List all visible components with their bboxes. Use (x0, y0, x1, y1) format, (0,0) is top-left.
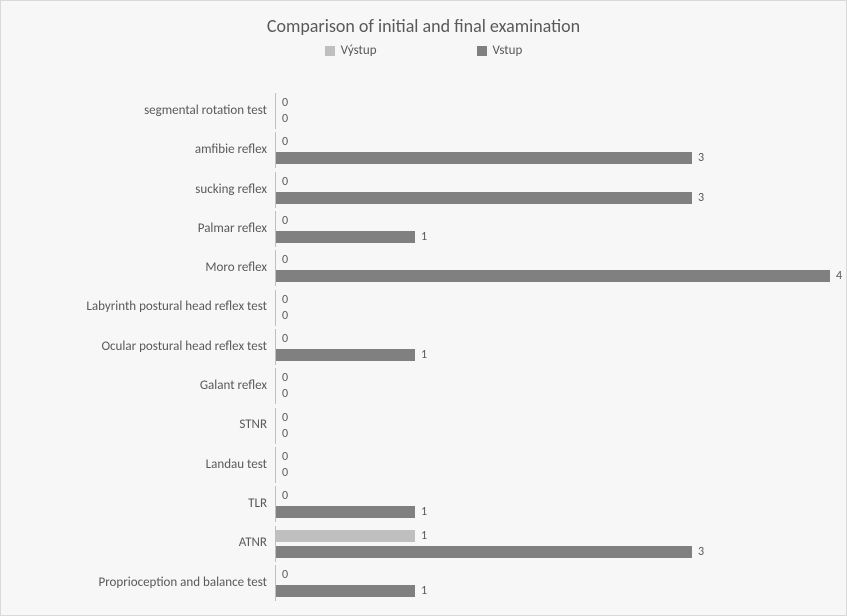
bar-group: 01 (275, 211, 830, 247)
category-row: sucking reflex03 (17, 172, 830, 208)
bar-value-label: 0 (282, 466, 288, 480)
bar-value-label: 0 (282, 387, 288, 401)
bar-value-label: 1 (421, 230, 427, 244)
category-row: amfibie reflex03 (17, 132, 830, 168)
bar-value-label: 1 (421, 348, 427, 362)
bar-value-label: 0 (282, 427, 288, 441)
bar-value-label: 0 (282, 450, 288, 464)
bar-vstup (276, 192, 692, 204)
category-row: segmental rotation test00 (17, 93, 830, 129)
bar-value-label: 1 (421, 505, 427, 519)
category-row: Galant reflex00 (17, 368, 830, 404)
bar-vstup (276, 231, 415, 243)
category-row: ATNR13 (17, 526, 830, 562)
bar-group: 13 (275, 526, 830, 562)
legend-label: Vstup (493, 43, 523, 58)
bar-value-label: 0 (282, 253, 288, 267)
bar-value-label: 0 (282, 489, 288, 503)
bar-value-label: 0 (282, 568, 288, 582)
plot-area: segmental rotation test00amfibie reflex0… (17, 93, 830, 601)
legend-swatch-vystup (325, 46, 335, 56)
category-label: Palmar reflex (17, 222, 275, 236)
bar-group: 01 (275, 486, 830, 522)
bar-group: 00 (275, 408, 830, 444)
bar-vstup (276, 506, 415, 518)
category-label: Labyrinth postural head reflex test (17, 300, 275, 314)
bar-group: 01 (275, 565, 830, 601)
legend-item-vystup: Výstup (325, 43, 377, 58)
category-label: STNR (17, 418, 275, 432)
bar-vstup (276, 152, 692, 164)
category-label: Galant reflex (17, 379, 275, 393)
bar-group: 00 (275, 447, 830, 483)
category-label: Proprioception and balance test (17, 576, 275, 590)
bar-value-label: 3 (698, 151, 704, 165)
legend-item-vstup: Vstup (477, 43, 523, 58)
bar-vystup (276, 530, 415, 542)
bar-vstup (276, 270, 830, 282)
category-row: Labyrinth postural head reflex test00 (17, 290, 830, 326)
category-label: sucking reflex (17, 183, 275, 197)
bar-group: 03 (275, 172, 830, 208)
category-row: Moro reflex04 (17, 250, 830, 286)
category-label: TLR (17, 497, 275, 511)
bar-vstup (276, 546, 692, 558)
bar-value-label: 1 (421, 584, 427, 598)
category-row: TLR01 (17, 486, 830, 522)
bar-value-label: 0 (282, 96, 288, 110)
category-row: Landau test00 (17, 447, 830, 483)
bar-value-label: 0 (282, 293, 288, 307)
category-label: Moro reflex (17, 261, 275, 275)
bar-group: 01 (275, 329, 830, 365)
bar-value-label: 3 (698, 191, 704, 205)
bar-value-label: 0 (282, 175, 288, 189)
category-row: Palmar reflex01 (17, 211, 830, 247)
bar-value-label: 1 (421, 529, 427, 543)
bar-value-label: 0 (282, 309, 288, 323)
bar-value-label: 0 (282, 135, 288, 149)
bar-group: 04 (275, 250, 830, 286)
bar-value-label: 0 (282, 411, 288, 425)
bar-value-label: 0 (282, 371, 288, 385)
category-label: Ocular postural head reflex test (17, 340, 275, 354)
category-label: Landau test (17, 458, 275, 472)
category-row: Proprioception and balance test01 (17, 565, 830, 601)
bar-value-label: 3 (698, 545, 704, 559)
bar-group: 00 (275, 368, 830, 404)
bar-vstup (276, 585, 415, 597)
category-label: ATNR (17, 536, 275, 550)
bar-group: 00 (275, 290, 830, 326)
bar-group: 03 (275, 132, 830, 168)
bar-vstup (276, 349, 415, 361)
bar-value-label: 0 (282, 214, 288, 228)
bar-value-label: 0 (282, 112, 288, 126)
category-row: Ocular postural head reflex test01 (17, 329, 830, 365)
chart-container: Comparison of initial and final examinat… (0, 0, 847, 616)
category-row: STNR00 (17, 408, 830, 444)
legend-swatch-vstup (477, 46, 487, 56)
category-label: segmental rotation test (17, 104, 275, 118)
legend-label: Výstup (341, 43, 377, 58)
bar-group: 00 (275, 93, 830, 129)
category-label: amfibie reflex (17, 143, 275, 157)
bar-value-label: 0 (282, 332, 288, 346)
legend: Výstup Vstup (1, 43, 846, 72)
chart-title: Comparison of initial and final examinat… (1, 1, 846, 43)
bar-value-label: 4 (836, 269, 842, 283)
